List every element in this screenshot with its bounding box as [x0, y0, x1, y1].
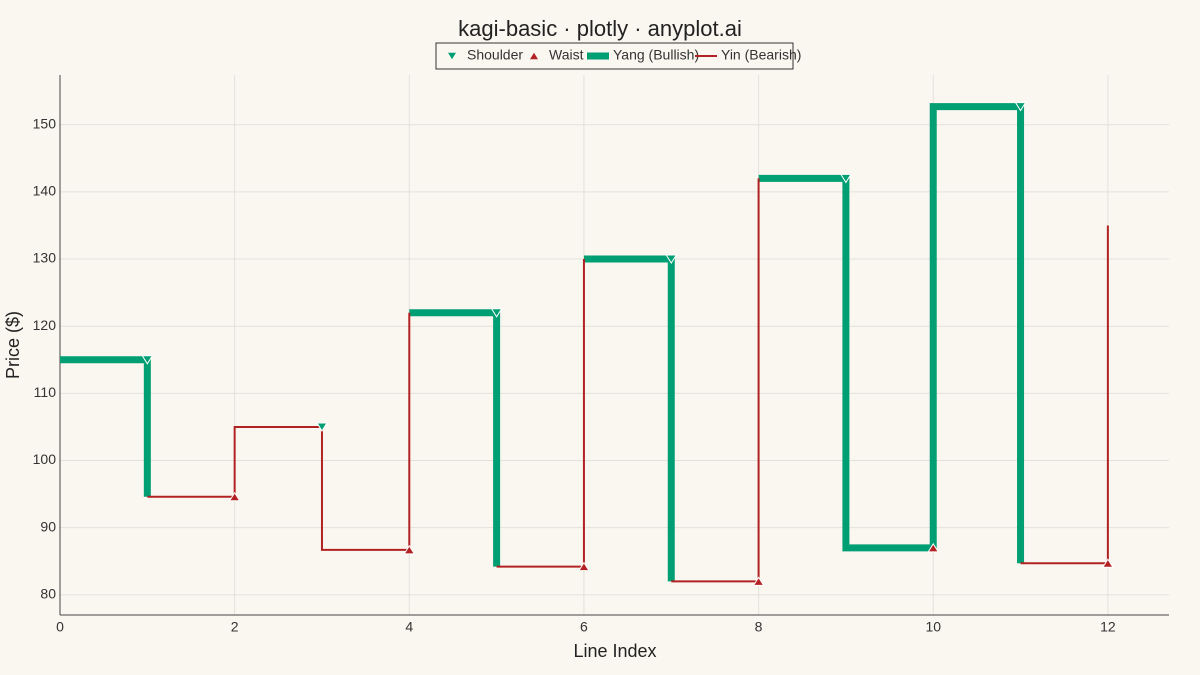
legend-label: Yang (Bullish): [613, 47, 699, 63]
y-tick-label: 130: [33, 250, 57, 266]
shoulder-marker: [1014, 102, 1027, 112]
shoulder-marker: [665, 254, 678, 264]
shoulder-marker: [840, 173, 852, 184]
legend-swatch: [448, 52, 456, 60]
waist-marker: [1101, 558, 1114, 568]
kagi-line: [147, 178, 1109, 583]
y-tick-label: 140: [33, 183, 57, 199]
x-tick-label: 4: [405, 619, 413, 635]
legend-label: Shoulder: [467, 47, 523, 63]
x-tick-label: 0: [56, 619, 64, 635]
legend-box: [435, 42, 794, 70]
waist-marker: [752, 576, 765, 586]
x-tick-label: 6: [580, 619, 588, 635]
y-tick-label: 100: [33, 451, 57, 467]
y-tick-label: 120: [33, 317, 57, 333]
x-tick-label: 10: [925, 619, 941, 635]
x-tick-label: 8: [755, 619, 763, 635]
waist-marker: [403, 544, 416, 555]
y-tick-label: 90: [40, 518, 56, 534]
legend-label: Yin (Bearish): [721, 47, 801, 63]
waist-marker: [228, 491, 241, 502]
kagi-line: [60, 103, 1025, 582]
x-tick-label: 2: [231, 619, 239, 635]
legend-label: Waist: [549, 47, 584, 63]
shoulder-marker: [141, 355, 154, 365]
waist-marker: [578, 561, 590, 572]
shoulder-marker: [316, 422, 328, 432]
y-tick-label: 150: [33, 115, 57, 131]
y-tick-label: 80: [40, 586, 56, 602]
y-axis-label: Price ($): [3, 311, 23, 379]
legend-swatch: [530, 52, 538, 60]
x-tick-label: 12: [1100, 619, 1116, 635]
x-axis-label: Line Index: [573, 641, 656, 661]
y-tick-label: 110: [34, 384, 57, 400]
waist-marker: [927, 542, 940, 553]
chart-title: kagi-basic · plotly · anyplot.ai: [458, 16, 742, 41]
shoulder-marker: [490, 308, 503, 318]
